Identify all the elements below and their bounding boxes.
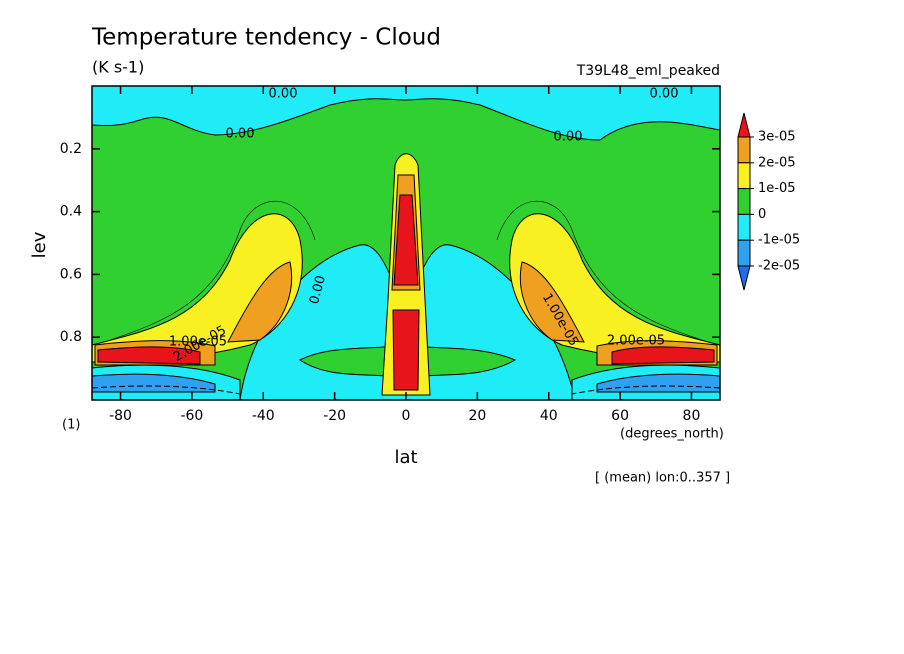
x-tick-label: -80	[109, 408, 132, 424]
x-tick-label: 0	[402, 408, 411, 424]
colorbar-label: 2e-05	[758, 155, 796, 170]
colorbar-label: -1e-05	[758, 233, 800, 248]
x-axis-label: lat	[394, 447, 417, 468]
colorbar-label: 3e-05	[758, 130, 796, 145]
colorbar-segment	[737, 162, 751, 190]
colorbar-segment	[737, 136, 751, 164]
run-label: T39L48_eml_peaked	[576, 63, 720, 79]
x-tick-label: 40	[540, 408, 558, 424]
y-tick-label: 0.6	[60, 266, 82, 282]
x-tick-label: 80	[683, 408, 701, 424]
y-tick-label: 0.4	[60, 204, 82, 220]
y-axis-label: lev	[29, 231, 50, 258]
x-units: (degrees_north)	[620, 427, 724, 442]
x-tick-label: 60	[611, 408, 629, 424]
x-tick-label: -60	[180, 408, 203, 424]
y-tick-label: 0.2	[60, 141, 82, 157]
colorbar-label: -2e-05	[758, 259, 800, 274]
x-tick-label: 20	[468, 408, 486, 424]
footer: [ (mean) lon:0..357 ]	[595, 471, 730, 486]
x-tick-label: -20	[323, 408, 346, 424]
colorbar-segment	[737, 239, 751, 267]
colorbar-cap	[737, 265, 751, 291]
y-tick-label: 0.8	[60, 329, 82, 345]
contour-label: 1.00e-05	[169, 335, 227, 350]
contour-label: 0.00	[554, 130, 583, 145]
colorbar-cap	[737, 112, 751, 138]
colorbar-segment	[737, 213, 751, 241]
contour-label: 0.00	[269, 87, 298, 102]
y-units: (1)	[62, 418, 80, 433]
colorbar-label: 0	[758, 207, 766, 222]
colorbar-segment	[737, 188, 751, 215]
contour-label: 0.00	[307, 274, 329, 306]
x-tick-label: -40	[252, 408, 275, 424]
contour-label: 2.00e-05	[607, 334, 665, 349]
colorbar-label: 1e-05	[758, 181, 796, 196]
contour-label: 0.00	[226, 127, 255, 142]
subtitle: (K s-1)	[92, 58, 144, 77]
contour-label: 0.00	[650, 87, 679, 102]
contour-field	[92, 86, 720, 400]
chart-title: Temperature tendency - Cloud	[91, 25, 441, 51]
